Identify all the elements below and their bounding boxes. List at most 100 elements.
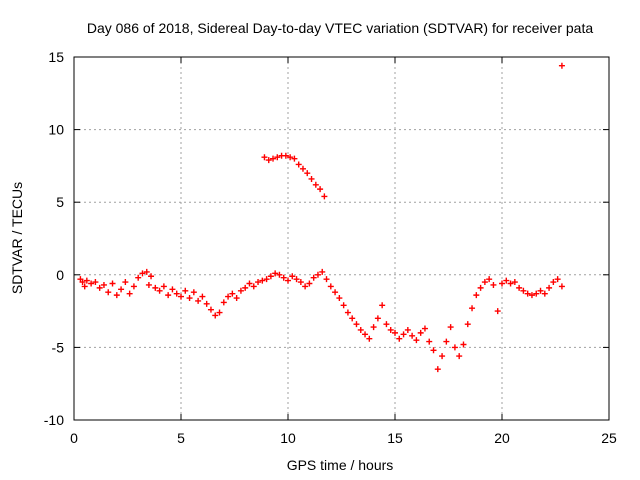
- data-point: [451, 344, 458, 351]
- data-point: [327, 283, 334, 290]
- data-point: [323, 276, 330, 283]
- data-point: [524, 290, 531, 297]
- data-point: [304, 170, 311, 177]
- data-point: [321, 193, 328, 200]
- data-point: [261, 154, 268, 161]
- chart-title: Day 086 of 2018, Sidereal Day-to-day VTE…: [87, 20, 594, 36]
- data-point: [400, 331, 407, 338]
- data-point: [100, 281, 107, 288]
- data-point: [349, 315, 356, 322]
- data-point: [336, 295, 343, 302]
- data-point: [225, 293, 232, 300]
- data-point: [404, 326, 411, 333]
- grid-lines: [74, 57, 609, 420]
- data-point: [392, 329, 398, 336]
- data-point: [370, 324, 377, 331]
- data-point: [272, 270, 279, 277]
- data-point: [297, 279, 304, 286]
- data-point: [299, 165, 306, 172]
- data-point: [447, 324, 454, 331]
- data-point: [122, 279, 129, 286]
- data-point: [229, 290, 236, 297]
- data-point: [317, 186, 324, 193]
- data-point: [374, 315, 381, 322]
- data-point: [554, 276, 561, 283]
- data-point: [81, 283, 88, 290]
- y-tick-label: -10: [44, 412, 64, 428]
- data-point: [439, 353, 446, 360]
- data-point: [287, 154, 294, 161]
- data-point: [469, 305, 476, 312]
- data-point: [220, 299, 227, 306]
- data-point: [387, 326, 394, 333]
- data-point: [276, 271, 283, 278]
- x-tick-label: 15: [387, 430, 403, 446]
- data-point: [186, 295, 193, 302]
- data-point: [139, 270, 146, 277]
- data-point: [332, 289, 339, 296]
- data-point: [83, 277, 90, 284]
- y-axis-label: SDTVAR / TECUs: [9, 182, 25, 294]
- data-point: [130, 283, 137, 290]
- data-point: [537, 287, 544, 294]
- data-point: [533, 290, 540, 297]
- data-point: [148, 273, 155, 280]
- data-point: [233, 295, 240, 302]
- data-point: [199, 293, 206, 300]
- data-point: [118, 286, 125, 293]
- data-point: [88, 280, 95, 287]
- data-point: [546, 284, 553, 291]
- data-point: [267, 273, 274, 280]
- data-point: [113, 292, 120, 299]
- data-point: [216, 309, 223, 316]
- data-point: [409, 332, 416, 339]
- data-point: [295, 161, 302, 168]
- x-tick-label: 5: [177, 430, 185, 446]
- data-point: [282, 152, 289, 159]
- data-points: [77, 62, 565, 373]
- data-point: [507, 280, 514, 287]
- data-point: [362, 331, 369, 338]
- data-point: [520, 287, 527, 294]
- data-point: [353, 321, 360, 328]
- y-tick-label: -5: [52, 339, 65, 355]
- data-point: [511, 279, 518, 286]
- data-point: [541, 290, 548, 297]
- data-point: [109, 280, 116, 287]
- data-point: [126, 290, 133, 297]
- data-point: [357, 326, 364, 333]
- data-point: [289, 273, 296, 280]
- data-point: [212, 312, 219, 319]
- data-point: [270, 155, 277, 162]
- data-point: [250, 283, 257, 290]
- data-point: [302, 283, 309, 290]
- data-point: [477, 284, 484, 291]
- data-point: [558, 62, 565, 69]
- data-point: [383, 321, 390, 328]
- data-point: [143, 268, 150, 275]
- data-point: [169, 286, 176, 293]
- data-point: [319, 268, 326, 275]
- data-point: [456, 353, 463, 360]
- data-point: [195, 297, 202, 304]
- data-point: [274, 154, 281, 161]
- data-point: [160, 283, 167, 290]
- data-point: [265, 157, 272, 164]
- data-point: [421, 325, 428, 332]
- data-point: [503, 277, 510, 284]
- data-point: [528, 292, 535, 299]
- x-tick-label: 20: [494, 430, 510, 446]
- x-tick-label: 25: [601, 430, 617, 446]
- data-point: [314, 271, 321, 278]
- data-point: [379, 302, 386, 309]
- y-tick-label: 0: [56, 267, 64, 283]
- data-point: [182, 287, 189, 294]
- data-point: [434, 366, 441, 373]
- x-axis-label: GPS time / hours: [287, 457, 394, 473]
- data-point: [460, 341, 467, 348]
- data-point: [152, 284, 159, 291]
- data-point: [312, 181, 319, 188]
- y-tick-label: 5: [56, 194, 64, 210]
- data-point: [92, 279, 99, 286]
- data-point: [413, 337, 420, 344]
